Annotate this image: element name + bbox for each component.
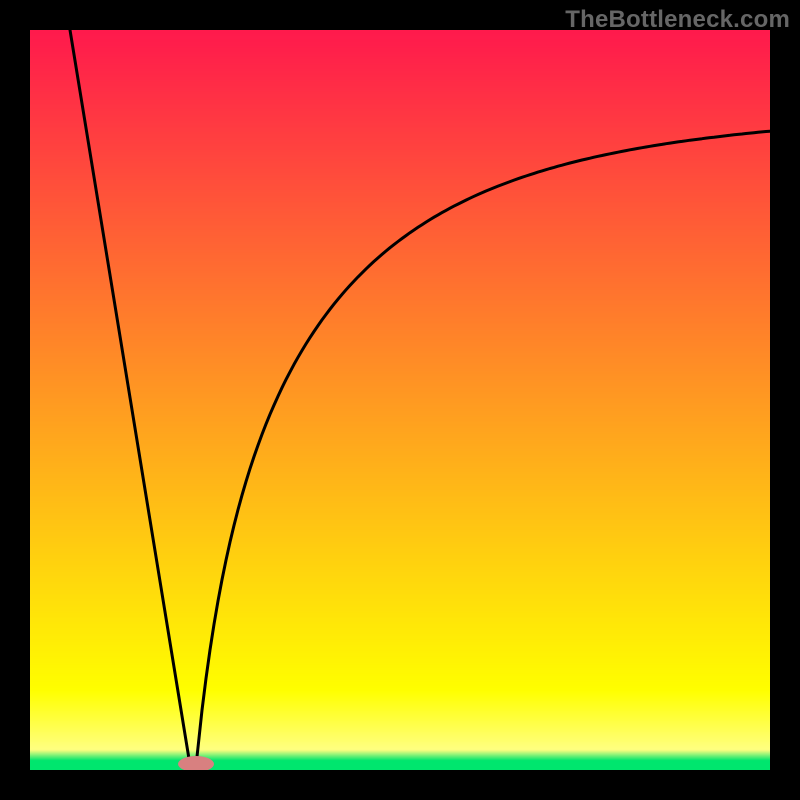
chart-frame: TheBottleneck.com: [0, 0, 800, 800]
optimal-marker: [178, 756, 214, 770]
watermark-text: TheBottleneck.com: [565, 6, 790, 34]
plot-area: [30, 30, 770, 770]
bottleneck-curve: [70, 30, 770, 766]
curve-overlay: [30, 30, 770, 770]
